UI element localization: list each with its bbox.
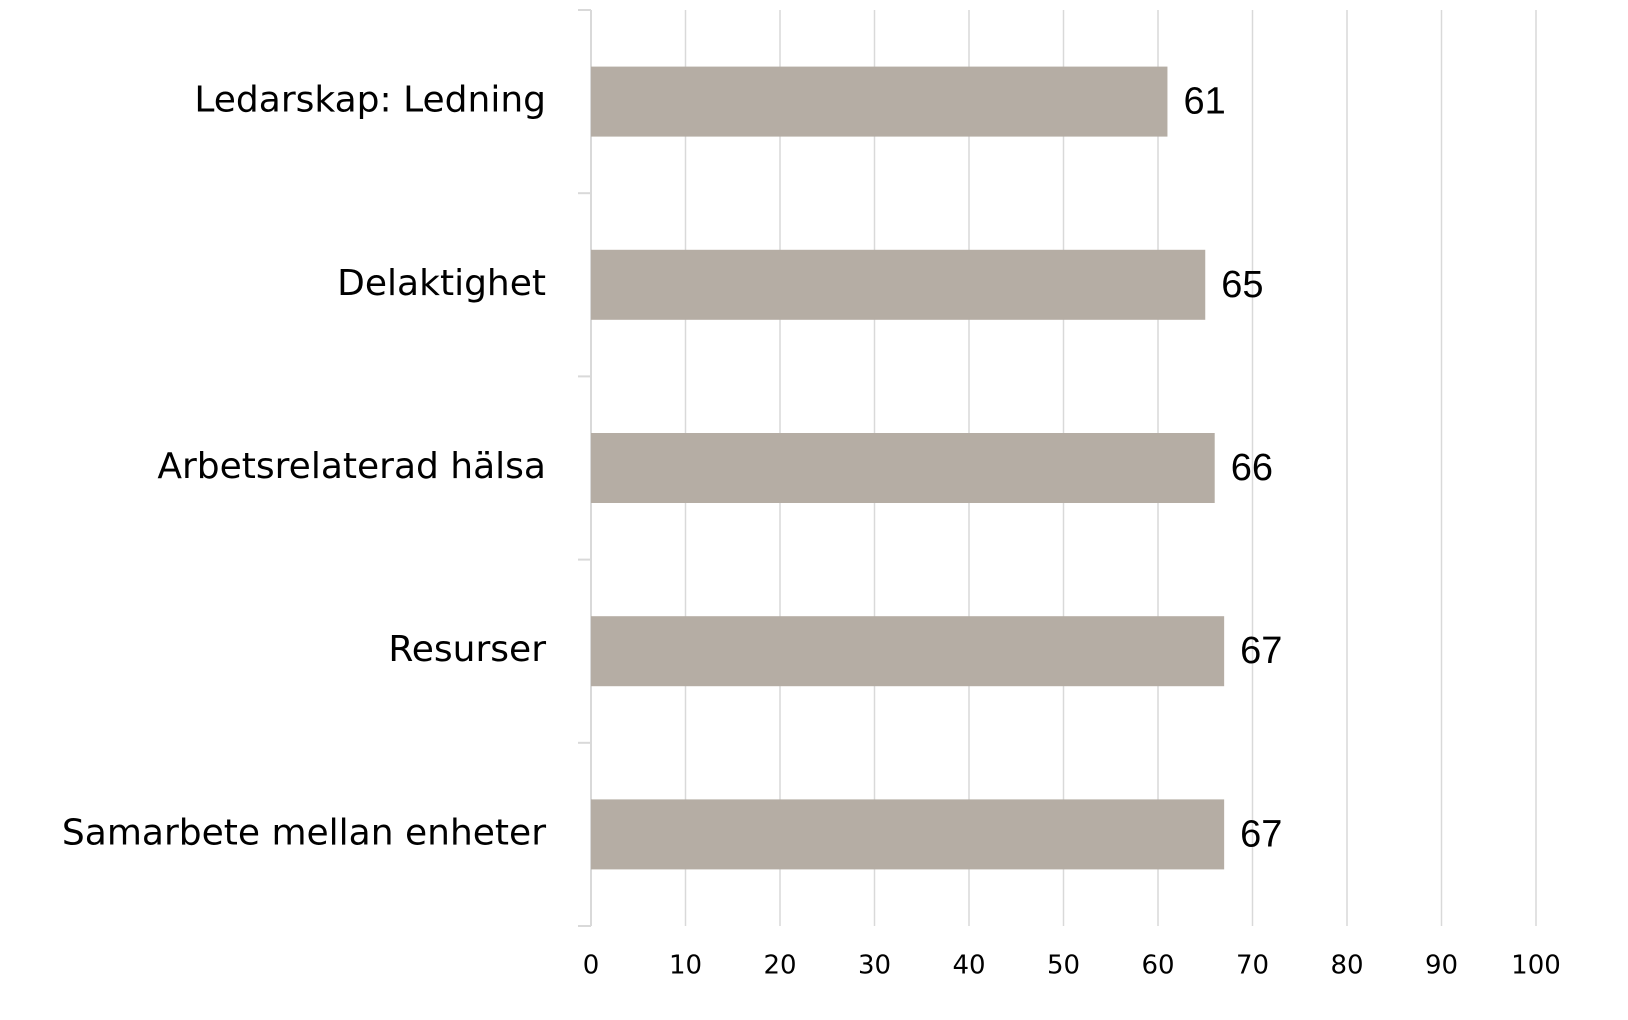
x-tick-label: 0 <box>583 951 600 981</box>
data-label: 67 <box>1240 630 1282 672</box>
x-tick-label: 90 <box>1425 951 1458 981</box>
y-tick-label: Resurser <box>388 629 546 670</box>
y-tick-label: Arbetsrelaterad hälsa <box>157 446 546 487</box>
x-tick-label: 70 <box>1236 951 1269 981</box>
y-tick-label: Ledarskap: Ledning <box>194 80 546 121</box>
x-tick-label: 30 <box>858 951 891 981</box>
data-label: 67 <box>1240 813 1282 855</box>
data-label: 66 <box>1231 447 1273 489</box>
x-tick-label: 50 <box>1047 951 1080 981</box>
x-tick-label: 20 <box>763 951 796 981</box>
x-tick-label: 10 <box>669 951 702 981</box>
x-tick-label: 80 <box>1330 951 1363 981</box>
x-tick-label: 100 <box>1511 951 1561 981</box>
bar <box>591 433 1215 503</box>
y-tick-label: Delaktighet <box>337 263 546 304</box>
y-tick-label: Samarbete mellan enheter <box>62 812 546 853</box>
bar <box>591 799 1225 870</box>
data-label: 65 <box>1221 264 1263 306</box>
data-label: 61 <box>1183 81 1225 123</box>
x-tick-label: 60 <box>1141 951 1174 981</box>
bar <box>591 249 1206 320</box>
bar <box>591 66 1168 137</box>
bar <box>591 616 1225 687</box>
x-tick-label: 40 <box>952 951 985 981</box>
